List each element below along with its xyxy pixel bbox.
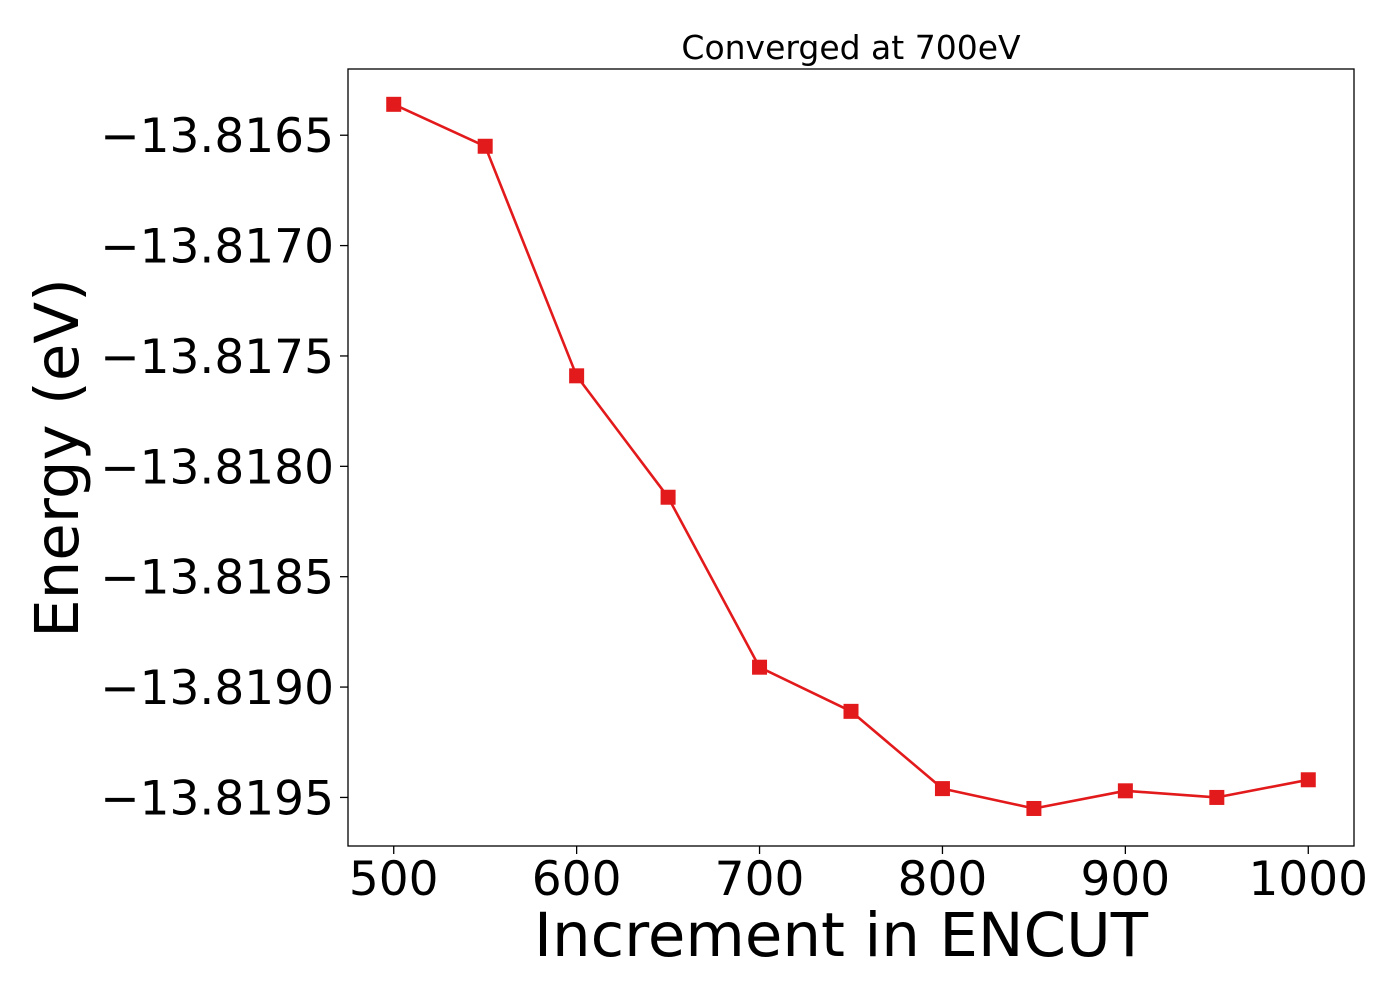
data-point (752, 659, 768, 675)
y-tick-label: −13.8185 (100, 551, 334, 606)
x-tick-label: 900 (1081, 852, 1171, 907)
y-tick-label: −13.8175 (100, 330, 334, 385)
data-point (1300, 772, 1316, 788)
x-tick-label: 800 (898, 852, 988, 907)
x-tick-label: 1000 (1248, 852, 1368, 907)
series-layer (386, 96, 1316, 816)
data-point (1117, 783, 1133, 799)
data-point (386, 96, 402, 112)
data-point (569, 368, 585, 384)
y-tick-label: −13.8165 (100, 109, 334, 164)
y-tick-label: −13.8180 (100, 440, 334, 495)
y-tick-label: −13.8190 (100, 661, 334, 716)
x-tick-label: 600 (532, 852, 622, 907)
y-tick-label: −13.8195 (100, 771, 334, 826)
x-axis-label: Increment in ENCUT (534, 900, 1149, 971)
y-axis-ticks: −13.8165 −13.8170 −13.8175 −13.8180 −13.8185… (100, 109, 348, 826)
chart-title: Converged at 700eV (681, 28, 1021, 67)
x-axis-ticks: 500 600 700 800 900 1000 (349, 846, 1368, 907)
data-point (477, 138, 493, 154)
data-point (1026, 800, 1042, 816)
data-point (660, 489, 676, 505)
x-tick-label: 700 (715, 852, 805, 907)
data-point (934, 781, 950, 797)
data-point (843, 703, 859, 719)
plot-area (347, 68, 1355, 847)
data-point (1209, 789, 1225, 805)
y-tick-label: −13.8170 (100, 220, 334, 275)
y-axis-label: Energy (eV) (22, 278, 93, 638)
x-tick-label: 500 (349, 852, 439, 907)
